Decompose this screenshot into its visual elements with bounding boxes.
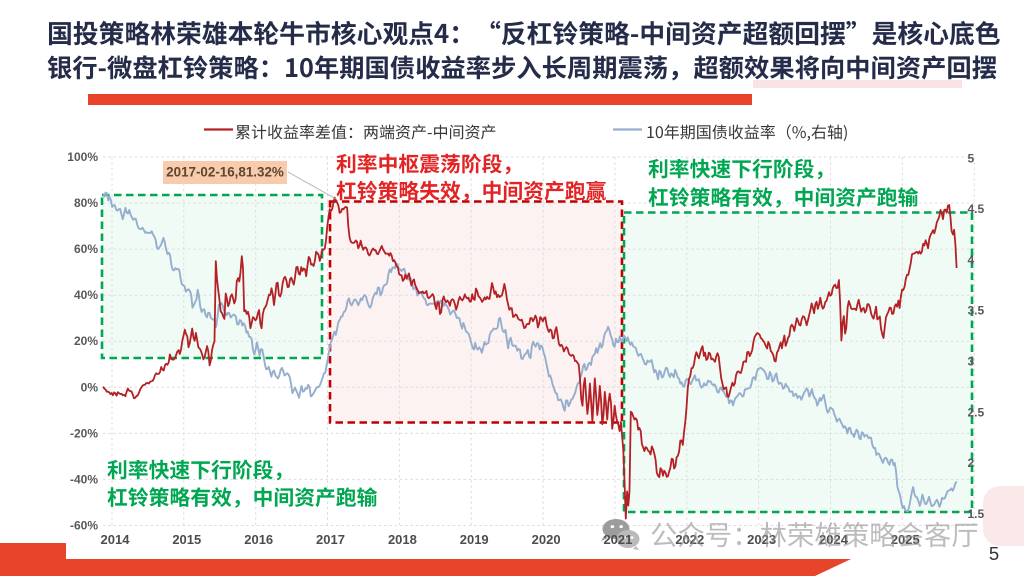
svg-text:2.5: 2.5 <box>968 405 985 419</box>
svg-text:2017-02-16,81.32%: 2017-02-16,81.32% <box>166 165 284 180</box>
svg-text:2019: 2019 <box>460 532 489 547</box>
svg-text:3: 3 <box>968 355 975 369</box>
svg-text:2018: 2018 <box>388 532 417 547</box>
svg-text:40%: 40% <box>74 288 98 302</box>
svg-text:-60%: -60% <box>70 519 98 533</box>
svg-text:2021: 2021 <box>603 532 632 547</box>
svg-text:2014: 2014 <box>101 532 131 547</box>
svg-text:2015: 2015 <box>172 532 201 547</box>
svg-text:60%: 60% <box>74 242 98 256</box>
svg-text:4.5: 4.5 <box>968 202 985 216</box>
svg-text:80%: 80% <box>74 196 98 210</box>
svg-text:0%: 0% <box>81 380 99 394</box>
svg-text:2025: 2025 <box>891 532 920 547</box>
svg-text:20%: 20% <box>74 334 98 348</box>
svg-text:3.5: 3.5 <box>968 304 985 318</box>
svg-text:100%: 100% <box>67 150 98 164</box>
svg-text:5: 5 <box>968 151 975 165</box>
svg-text:2: 2 <box>968 456 975 470</box>
svg-text:-20%: -20% <box>70 426 98 440</box>
svg-text:2017: 2017 <box>316 532 345 547</box>
svg-text:4: 4 <box>968 253 975 267</box>
svg-text:5: 5 <box>989 543 999 564</box>
svg-text:1.5: 1.5 <box>968 507 985 521</box>
svg-text:2020: 2020 <box>532 532 561 547</box>
svg-text:-40%: -40% <box>70 472 98 486</box>
svg-text:2016: 2016 <box>244 532 273 547</box>
